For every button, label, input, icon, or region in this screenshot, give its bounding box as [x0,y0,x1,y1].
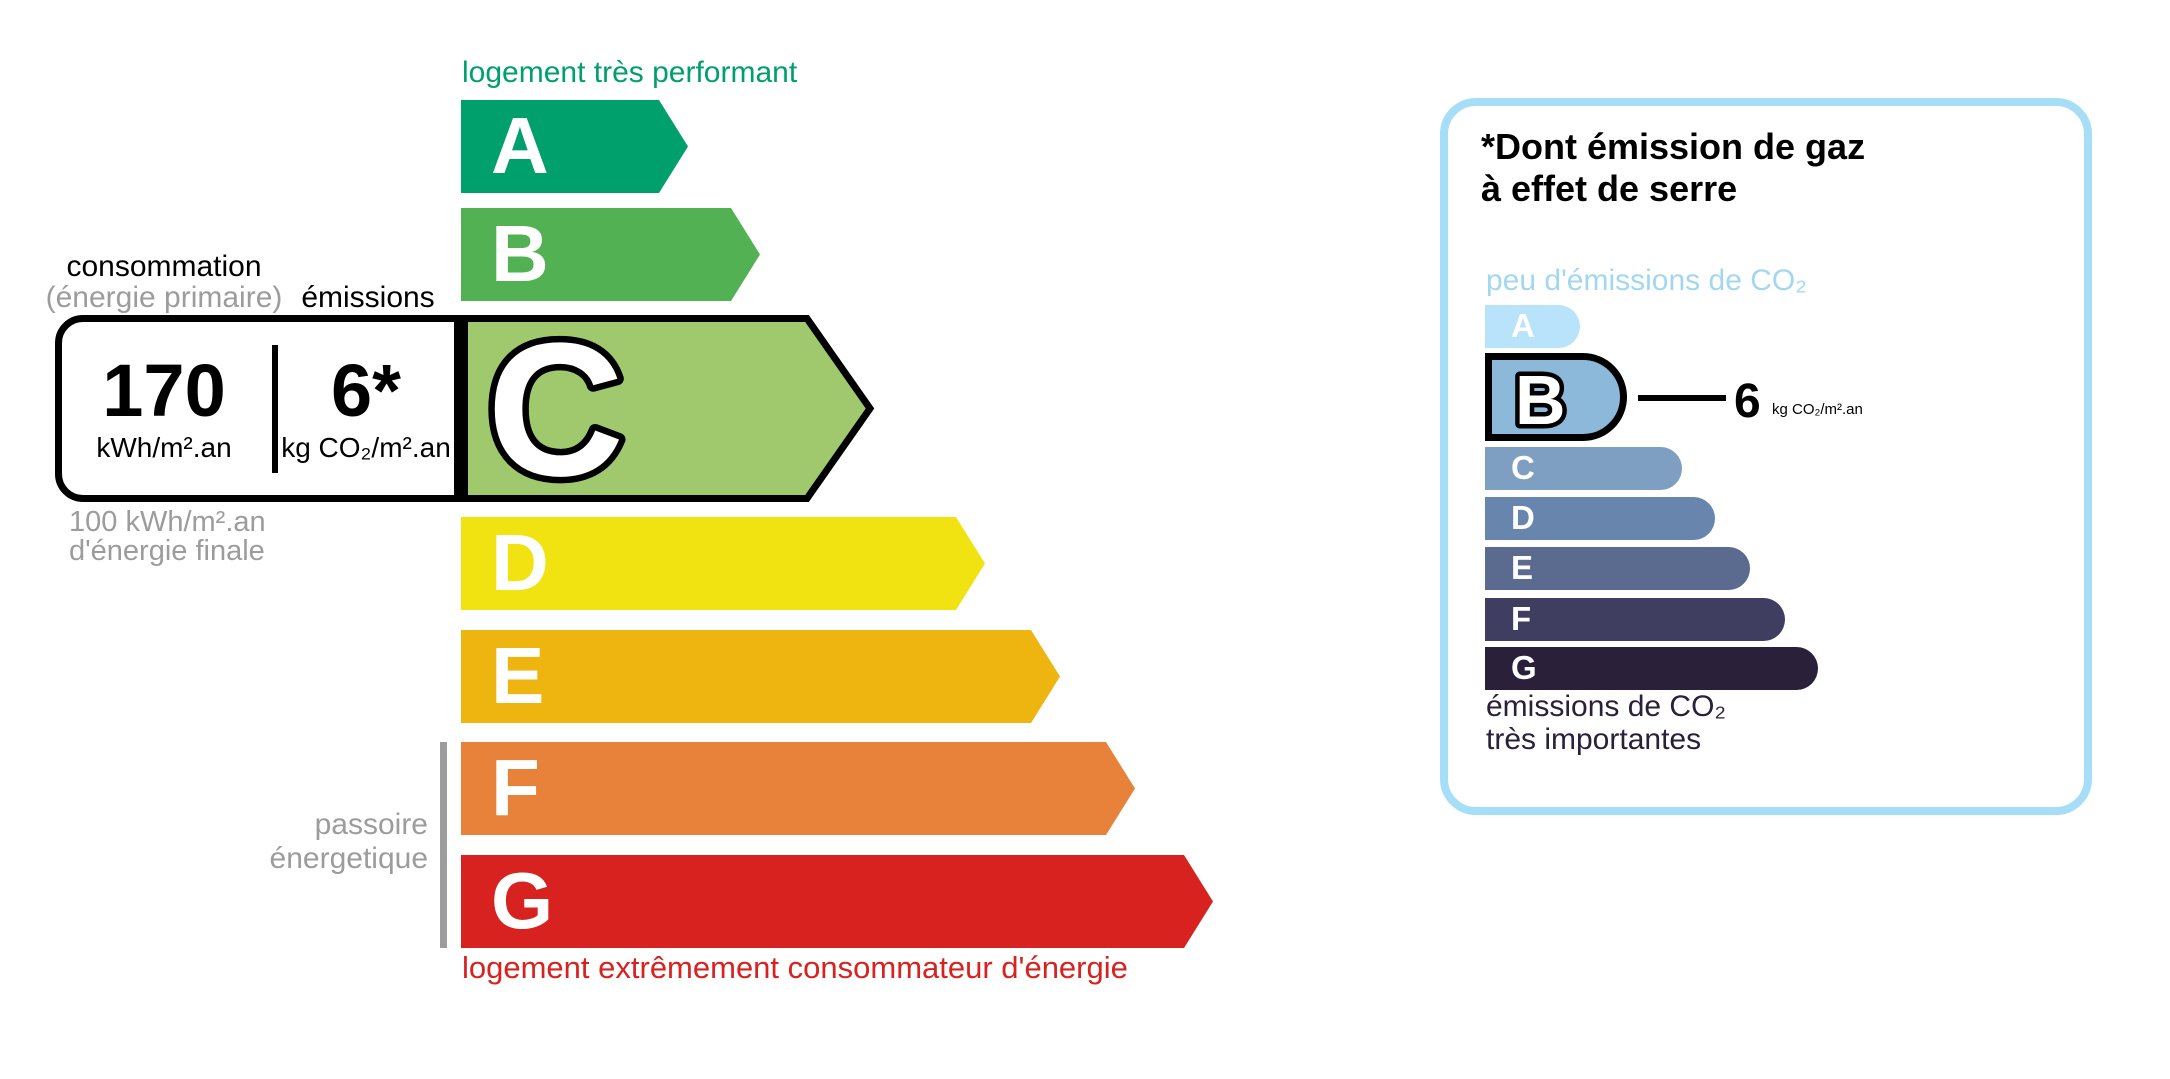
co2-class-b-letter: B [1515,361,1566,439]
final-energy-note-line2: d'énergie finale [69,535,265,567]
passoire-marker-bar [440,742,447,948]
energy-class-c-shape [461,315,875,502]
energy-class-c-arrow-selected: C [461,298,875,523]
top-performance-label: logement très performant [462,56,798,89]
emissions-value: 6* [331,348,401,432]
co2-class-b-letter-svg: B [1511,357,1571,444]
energy-class-e-letter: E [491,631,545,720]
co2-panel-title-line2: à effet de serre [1481,168,1738,209]
energy-class-g-letter: G [491,856,554,945]
energy-class-d-letter: D [491,518,549,607]
emissions-header: émissions [301,281,435,314]
co2-class-c-letter: C [1511,449,1535,486]
co2-class-g-letter: G [1511,649,1537,686]
energy-class-f-letter: F [491,743,540,832]
energy-class-g-arrow: G [461,855,1213,948]
value-box [55,315,461,502]
co2-value-pointer-line [1638,395,1726,401]
co2-value-unit: kg CO₂/m².an [1772,401,1863,418]
emissions-value-cell: 6* kg CO₂/m².an [278,315,454,502]
co2-class-c-bar: C [1485,447,1682,490]
co2-class-f-bar: F [1485,598,1785,641]
co2-class-b-bar-selected [1485,353,1627,441]
co2-class-e-bar: E [1485,547,1750,590]
co2-class-e-letter: E [1511,549,1534,586]
consumption-value-cell: 170 kWh/m².an [62,315,266,502]
bottom-performance-label: logement extrêmement consommateur d'éner… [462,950,1128,985]
energy-class-b-letter: B [491,209,549,298]
co2-high-emissions-label: émissions de CO₂ très importantes [1486,690,1726,756]
energy-class-a-arrow: A [461,100,688,193]
energy-class-a-letter: A [491,101,549,190]
co2-class-a-letter: A [1511,307,1535,344]
primary-energy-subheader: (énergie primaire) [45,281,283,314]
co2-value: 6 [1734,375,1761,428]
co2-class-d-letter: D [1511,499,1535,536]
energy-class-c-letter: C [487,304,624,516]
co2-panel-title-line1: *Dont émission de gaz [1481,126,1866,167]
passoire-label-line1: passoire [314,808,428,841]
final-energy-note-line1: 100 kWh/m².an [69,506,266,538]
consumption-value: 170 [102,348,226,432]
emissions-unit: kg CO₂/m².an [281,431,451,463]
value-box-divider [272,345,278,473]
co2-panel-title: *Dont émission de gaz à effet de serre [1481,126,1865,210]
co2-low-emissions-label: peu d'émissions de CO₂ [1486,264,1807,297]
energy-class-d-arrow: D [461,517,985,610]
consumption-unit: kWh/m².an [96,431,232,463]
passoire-label: passoire énergetique [200,808,428,876]
energy-class-f-arrow: F [461,742,1135,835]
co2-high-emissions-label-line1: émissions de CO₂ [1486,690,1727,723]
energy-class-e-arrow: E [461,630,1060,723]
co2-class-f-letter: F [1511,600,1532,637]
co2-high-emissions-label-line2: très importantes [1486,723,1702,756]
co2-class-g-bar: G [1485,647,1818,690]
final-energy-note: 100 kWh/m².an d'énergie finale [69,508,266,566]
passoire-label-line2: énergetique [269,842,428,875]
co2-class-a-bar: A [1485,305,1580,348]
co2-class-d-bar: D [1485,497,1715,540]
consumption-header: consommation [66,250,262,283]
energy-class-b-arrow: B [461,208,760,301]
